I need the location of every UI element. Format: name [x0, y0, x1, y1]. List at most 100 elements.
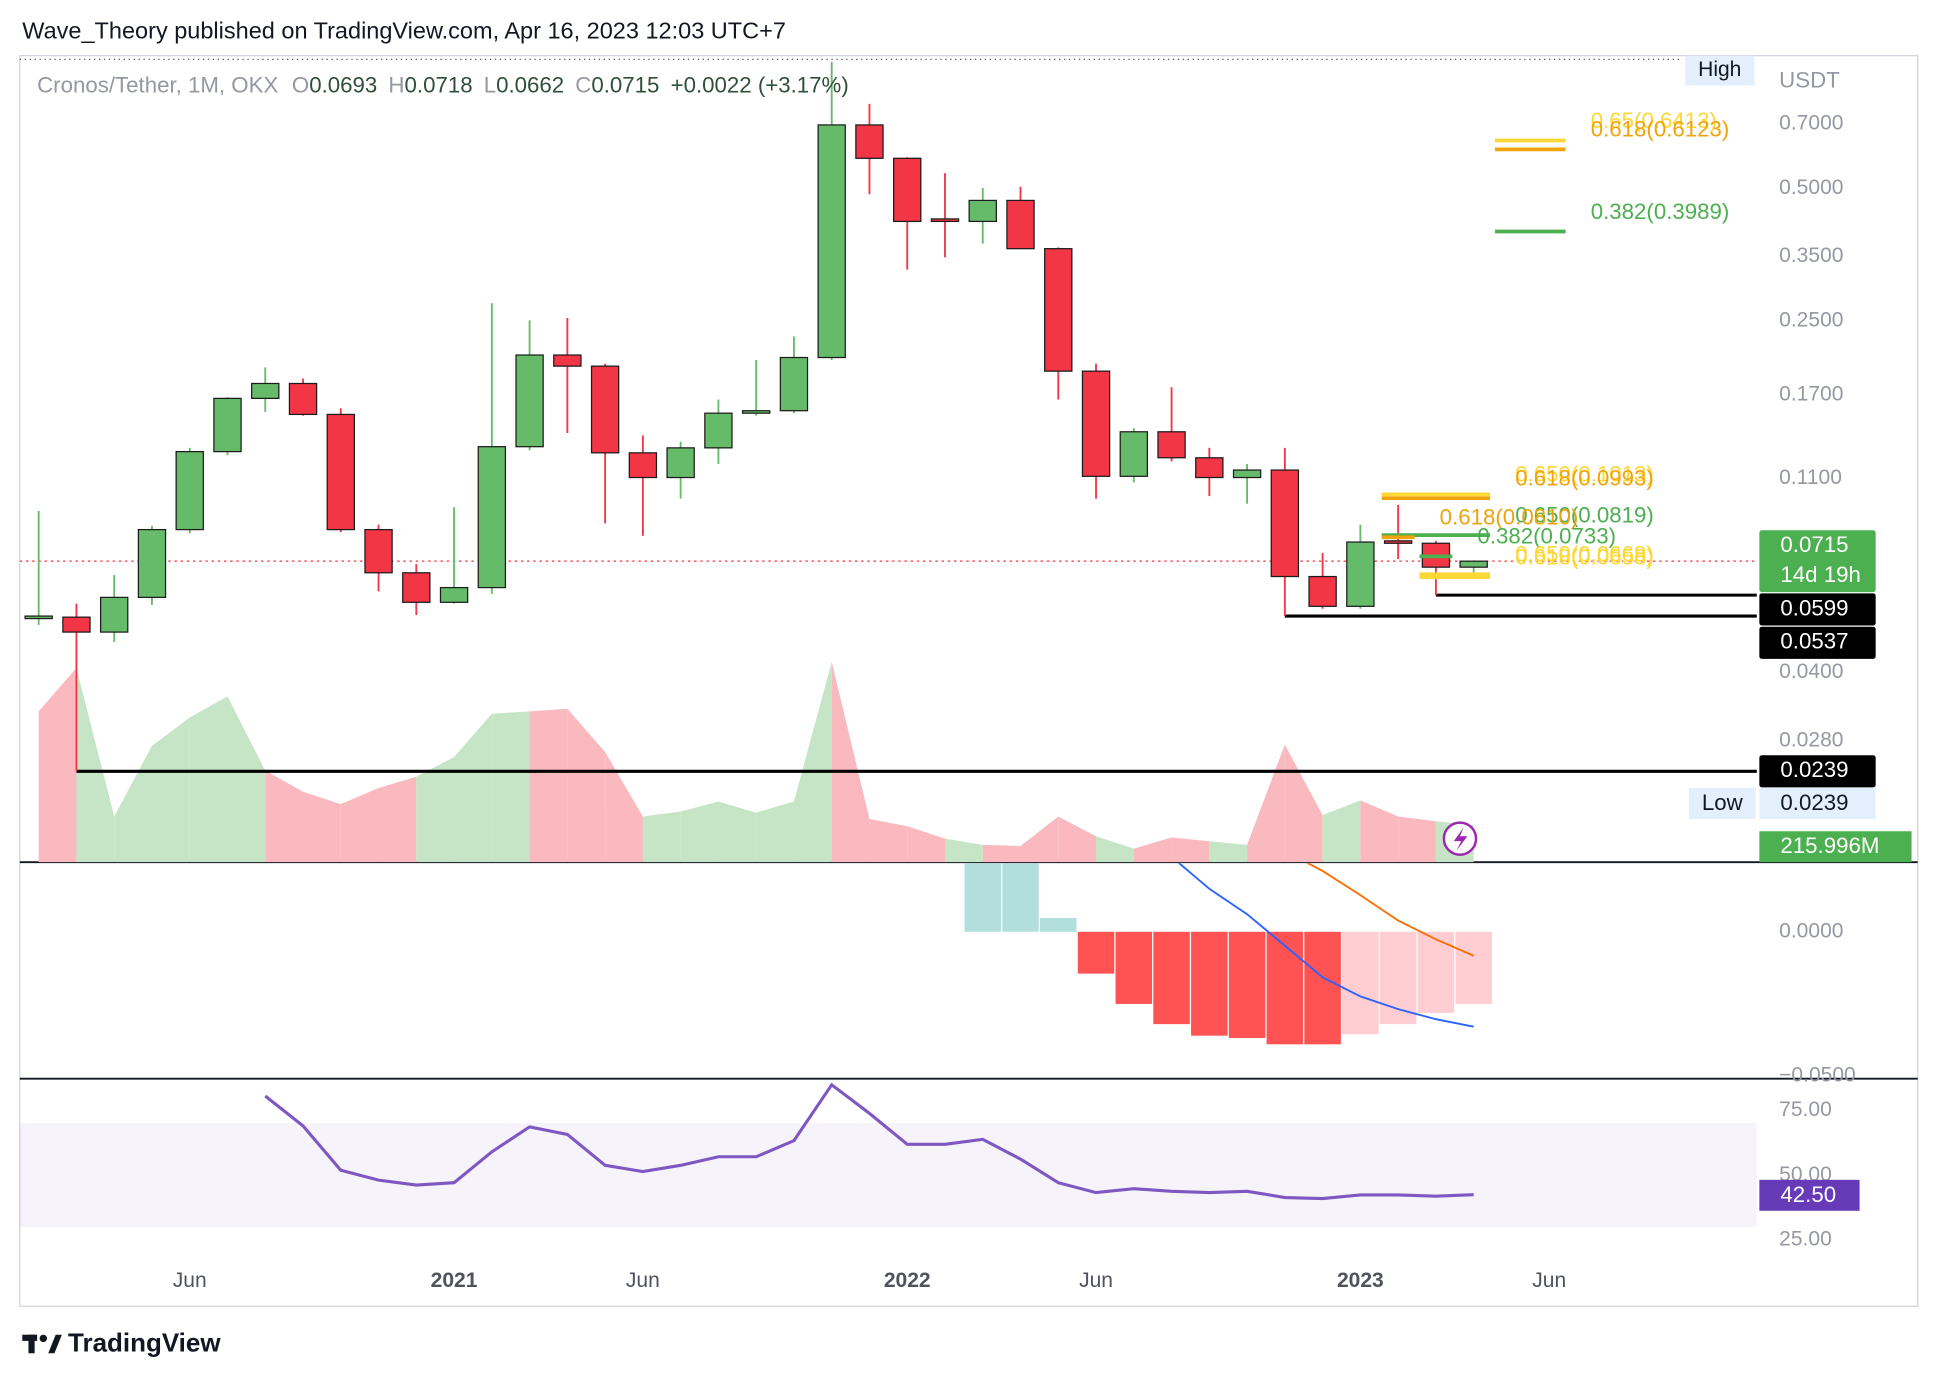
legend-label: O — [292, 72, 309, 97]
x-tick-label: 2022 — [884, 1269, 931, 1292]
legend-change: +0.0022 (+3.17%) — [671, 72, 849, 97]
legend-label: L — [484, 72, 496, 97]
candle-body — [968, 199, 997, 223]
legend: Cronos/Tether, 1M, OKX O0.0693 H0.0718 L… — [37, 72, 849, 97]
last-price-label-box — [1759, 530, 1876, 593]
fib-label: 0.65(0.6413) — [1591, 108, 1717, 133]
macd-bar — [1455, 931, 1492, 1004]
y-tick-label: 0.5000 — [1779, 176, 1843, 199]
fib-label: 0.618(0.0993) — [1515, 466, 1654, 491]
candle-body — [590, 365, 620, 454]
candle-body — [741, 410, 771, 414]
rsi-layer — [19, 1082, 1757, 1228]
volume-area — [340, 787, 379, 863]
volume-area — [831, 661, 870, 863]
low-value: 0.0239 — [1780, 790, 1848, 815]
alert-bolt — [1453, 827, 1468, 852]
candle-body — [1157, 431, 1186, 459]
volume-area — [1020, 816, 1059, 863]
volume-area — [38, 668, 77, 863]
candle-body — [1195, 457, 1224, 479]
fib-label: 0.382(0.0733) — [1477, 524, 1616, 549]
publish-info: Wave_Theory published on TradingView.com… — [22, 17, 786, 43]
macd-bar — [1077, 931, 1115, 974]
volume-area — [982, 844, 1021, 863]
volume-area — [605, 752, 643, 863]
label-layer: 0.70000.50000.35000.25000.17000.11000.08… — [173, 111, 1912, 1292]
logo-part — [48, 1334, 62, 1354]
candle-body — [1119, 431, 1149, 477]
rsi-tick-label: 75.00 — [1779, 1098, 1832, 1121]
volume-area — [1284, 744, 1323, 863]
x-tick-label: 2023 — [1337, 1269, 1384, 1292]
macd-bar — [1266, 931, 1304, 1045]
volume-label: 215.996M — [1780, 833, 1879, 858]
candle-body — [553, 354, 582, 367]
candle-body — [326, 413, 355, 531]
y-tick-label: 0.2500 — [1779, 309, 1843, 332]
candle-body — [704, 412, 733, 449]
logo-part — [39, 1334, 48, 1343]
y-tick-label: 0.1100 — [1779, 466, 1842, 489]
volume-area — [1209, 841, 1248, 863]
candle-body — [1044, 248, 1073, 372]
volume-area — [416, 757, 455, 863]
volume-area — [869, 818, 908, 863]
macd-bar — [1153, 931, 1190, 1025]
y-tick-label: 0.0280 — [1779, 729, 1843, 752]
low-marker: Low — [1702, 790, 1744, 815]
fib-label: 0.650(0.0819) — [1515, 502, 1654, 527]
volume-area — [151, 717, 190, 863]
level-label-box — [1759, 755, 1876, 788]
brand: TradingView — [68, 1327, 221, 1357]
rsi-label: 42.50 — [1780, 1182, 1836, 1207]
macd-bar — [1379, 931, 1417, 1025]
high-marker: High — [1698, 58, 1741, 81]
candle-body — [666, 447, 695, 479]
volume-area — [756, 801, 794, 863]
macd-bar — [1040, 917, 1077, 932]
signal-line — [1306, 863, 1475, 957]
legend-value: 0.0693 — [309, 72, 377, 97]
candle-body — [1459, 560, 1488, 568]
candle-body — [477, 446, 507, 589]
fib-label: 0.650(0.0668) — [1515, 542, 1654, 567]
rsi-band — [19, 1123, 1757, 1228]
volume-area — [303, 791, 341, 863]
legend-value: 0.0715 — [591, 72, 659, 97]
x-tick-label: 2021 — [431, 1269, 478, 1292]
x-tick-label: Jun — [1532, 1269, 1566, 1292]
candle-body — [628, 452, 658, 479]
candle-body — [855, 124, 884, 159]
y-tick-label: 0.0400 — [1779, 660, 1843, 683]
rsi-line — [264, 1082, 1474, 1201]
brand-logo — [22, 1334, 62, 1354]
volume-area — [529, 708, 568, 863]
level-label: 0.0599 — [1780, 595, 1848, 620]
volume-area — [1398, 816, 1436, 863]
volume-area — [907, 826, 945, 863]
candle-body — [288, 382, 318, 416]
candle-body — [515, 354, 544, 448]
volume-area — [454, 713, 492, 863]
candle-body — [817, 124, 846, 359]
volume-area — [793, 661, 832, 863]
volume-area — [1096, 836, 1134, 863]
candle-body — [213, 397, 242, 453]
candle-body — [439, 586, 469, 603]
volume-area — [1133, 837, 1172, 863]
volume-area — [642, 811, 681, 863]
legend-value: 0.0662 — [496, 72, 564, 97]
volume-area — [491, 711, 530, 863]
volume-label-box — [1759, 831, 1912, 863]
level-label: 0.0239 — [1780, 757, 1848, 782]
fib-label: 0.618(0.6123) — [1591, 117, 1730, 142]
y-tick-label: 0.1700 — [1779, 383, 1843, 406]
logo-part — [28, 1334, 35, 1354]
rsi-label-box — [1759, 1179, 1860, 1211]
candle-body — [779, 356, 809, 412]
macd-layer — [964, 863, 1492, 1045]
macd-bar — [1228, 931, 1266, 1038]
